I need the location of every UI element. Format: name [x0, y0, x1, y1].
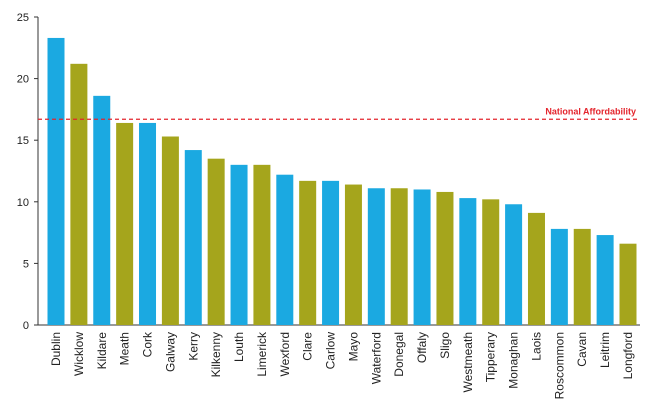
- reference-line-group: National Affordability: [38, 106, 640, 120]
- bar-monaghan: [505, 204, 523, 325]
- x-label-donegal: Donegal: [392, 332, 406, 377]
- bar-kildare: [93, 95, 111, 325]
- x-label-westmeath: Westmeath: [461, 332, 475, 392]
- bars: [47, 37, 637, 325]
- bar-cavan: [573, 228, 591, 325]
- bar-limerick: [253, 164, 271, 325]
- bar-dublin: [47, 37, 65, 325]
- x-label-waterford: Waterford: [369, 332, 383, 384]
- bar-roscommon: [550, 228, 568, 325]
- bar-offaly: [413, 189, 431, 325]
- national-affordability-label: National Affordability: [545, 106, 636, 116]
- bar-mayo: [344, 184, 362, 325]
- bar-tipperary: [482, 199, 500, 325]
- x-label-limerick: Limerick: [255, 331, 269, 377]
- bar-waterford: [367, 188, 385, 325]
- bar-wicklow: [70, 63, 88, 325]
- x-label-sligo: Sligo: [438, 332, 452, 359]
- x-label-louth: Louth: [232, 332, 246, 362]
- y-tick-label: 0: [23, 320, 29, 332]
- x-label-tipperary: Tipperary: [484, 332, 498, 382]
- bar-laois: [527, 212, 545, 325]
- x-label-kerry: Kerry: [186, 332, 200, 361]
- x-label-cork: Cork: [141, 331, 155, 357]
- bar-cork: [139, 122, 157, 325]
- y-tick-label: 20: [17, 74, 29, 86]
- bar-donegal: [390, 188, 408, 325]
- x-label-carlow: Carlow: [324, 332, 338, 370]
- bar-longford: [619, 243, 637, 325]
- bar-galway: [161, 136, 179, 325]
- y-tick-label: 5: [23, 258, 29, 270]
- x-label-offaly: Offaly: [415, 332, 429, 363]
- x-label-kilkenny: Kilkenny: [209, 332, 223, 377]
- x-label-galway: Galway: [163, 332, 177, 372]
- x-label-roscommon: Roscommon: [552, 332, 566, 399]
- bar-westmeath: [459, 198, 477, 325]
- x-label-clare: Clare: [301, 332, 315, 361]
- x-label-longford: Longford: [621, 332, 635, 379]
- x-label-monaghan: Monaghan: [507, 332, 521, 389]
- x-label-leitrim: Leitrim: [598, 332, 612, 368]
- y-tick-label: 10: [17, 197, 29, 209]
- x-label-mayo: Mayo: [346, 332, 360, 362]
- y-tick-label: 15: [17, 135, 29, 147]
- y-tick-label: 25: [17, 12, 29, 24]
- x-label-laois: Laois: [529, 332, 543, 361]
- x-label-kildare: Kildare: [95, 332, 109, 370]
- x-label-wicklow: Wicklow: [72, 332, 86, 376]
- x-label-meath: Meath: [118, 332, 132, 365]
- x-axis-labels: Dublin Wicklow Kildare Meath Cork Galway Kerry…: [49, 331, 635, 399]
- bar-kilkenny: [207, 158, 225, 325]
- bar-meath: [116, 122, 134, 325]
- bar-kerry: [184, 150, 202, 325]
- bar-louth: [230, 164, 248, 325]
- bar-sligo: [436, 191, 454, 325]
- x-label-cavan: Cavan: [575, 332, 589, 367]
- bar-carlow: [322, 180, 340, 325]
- bar-wexford: [276, 174, 294, 325]
- x-label-dublin: Dublin: [49, 332, 63, 366]
- bar-leitrim: [596, 235, 614, 325]
- x-label-wexford: Wexford: [278, 332, 292, 376]
- bar-clare: [299, 180, 317, 325]
